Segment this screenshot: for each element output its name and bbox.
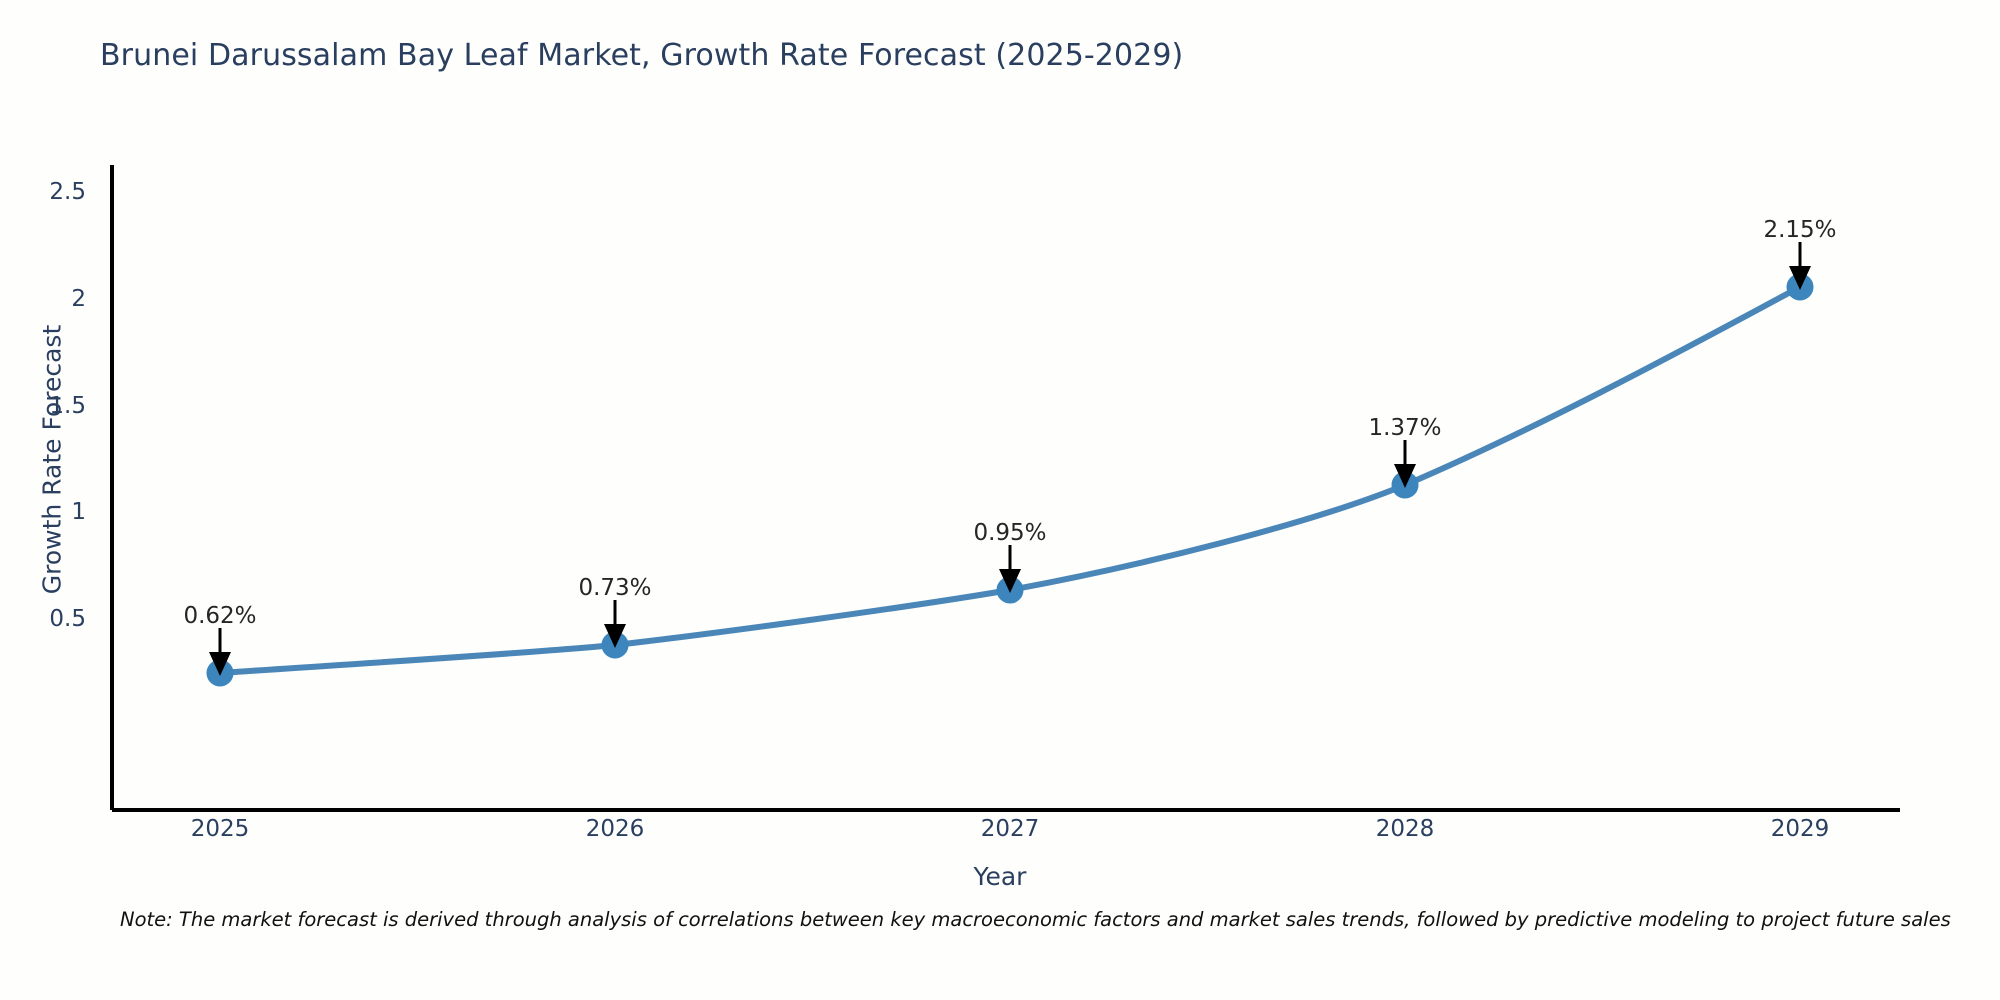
annotation-arrow-icon: [604, 600, 626, 648]
x-axis-title: Year: [973, 862, 1027, 891]
chart-footnote: Note: The market forecast is derived thr…: [120, 908, 1951, 931]
point-label-2027: 0.95%: [973, 520, 1047, 546]
x-tick-label-2027: 2027: [980, 816, 1040, 842]
annotation-arrow-icon: [1394, 440, 1416, 488]
annotation-arrow-icon: [999, 545, 1021, 593]
y-tick-label: 2.5: [49, 179, 86, 205]
point-label-2025: 0.62%: [183, 603, 257, 629]
point-label-2029: 2.15%: [1763, 217, 1837, 243]
x-tick-label-2026: 2026: [585, 816, 645, 842]
x-tick-label-2029: 2029: [1770, 816, 1830, 842]
x-tick-label-2025: 2025: [190, 816, 250, 842]
annotation-arrow-icon: [209, 628, 231, 676]
y-tick-label: 2: [71, 286, 86, 312]
annotation-arrow-icon: [1789, 242, 1811, 290]
y-tick-label: 0.5: [49, 606, 86, 632]
y-tick-label: 1: [71, 499, 86, 525]
x-tick-label-2028: 2028: [1375, 816, 1435, 842]
point-label-2026: 0.73%: [578, 575, 652, 601]
point-label-2028: 1.37%: [1368, 415, 1442, 441]
forecast-line: [217, 284, 1803, 676]
y-axis-title: Growth Rate Forecast: [37, 324, 67, 595]
chart-title: Brunei Darussalam Bay Leaf Market, Growt…: [100, 38, 1184, 73]
y-tick-label: 1.5: [49, 393, 86, 419]
